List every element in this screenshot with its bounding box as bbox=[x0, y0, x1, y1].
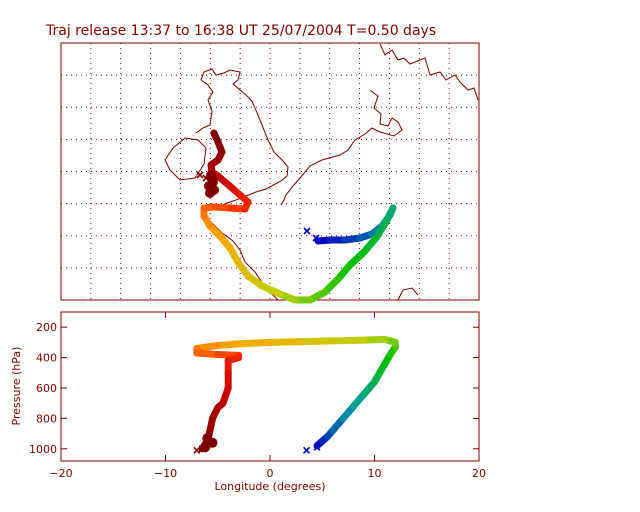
map-end-cluster bbox=[205, 188, 215, 198]
pressure-start-marker bbox=[303, 446, 311, 454]
pressure-ticks: −20 −10 0 10 20 200 400 600 800 1000 bbox=[29, 312, 486, 480]
map-end-marker bbox=[196, 171, 204, 179]
pressure-segment bbox=[297, 337, 337, 346]
x-axis-label: Longitude (degrees) bbox=[214, 480, 325, 493]
x-tick-label: 20 bbox=[472, 467, 486, 480]
coast-south bbox=[397, 287, 419, 301]
coast-denmark bbox=[364, 89, 403, 137]
coast-europe bbox=[280, 133, 366, 206]
pressure-end-marker bbox=[198, 445, 206, 453]
pressure-segment bbox=[235, 338, 274, 348]
map-start-marker bbox=[303, 227, 311, 235]
y-tick-label: 400 bbox=[36, 352, 57, 365]
coast-north bbox=[379, 43, 479, 101]
y-tick-label: 200 bbox=[36, 321, 57, 334]
y-tick-label: 800 bbox=[36, 412, 57, 425]
pressure-end-cluster bbox=[207, 437, 218, 448]
coast-gb bbox=[195, 68, 289, 209]
x-tick-label: 0 bbox=[267, 467, 274, 480]
pressure-segment bbox=[266, 338, 305, 346]
x-tick-label: −20 bbox=[49, 467, 72, 480]
map-grid bbox=[61, 43, 479, 300]
y-tick-label: 1000 bbox=[29, 443, 57, 456]
map-title: Traj release 13:37 to 16:38 UT 25/07/200… bbox=[45, 23, 436, 39]
coast-ireland bbox=[164, 137, 207, 181]
pressure-trajectory bbox=[193, 335, 399, 454]
map-end-marker bbox=[202, 174, 210, 182]
pressure-frame bbox=[60, 311, 480, 462]
map-traj-segment bbox=[210, 129, 222, 146]
pressure-end-marker bbox=[193, 446, 201, 454]
x-tick-label: −10 bbox=[154, 467, 177, 480]
pressure-start-marker bbox=[313, 443, 321, 451]
pressure-end-cluster bbox=[200, 442, 211, 453]
map-trajectories bbox=[196, 129, 397, 304]
y-tick-label: 600 bbox=[36, 382, 57, 395]
pressure-segment bbox=[329, 336, 368, 345]
map-start-marker bbox=[312, 234, 320, 242]
y-axis-label: Pressure (hPa) bbox=[10, 347, 23, 426]
pressure-segment bbox=[193, 341, 222, 352]
x-tick-label: 10 bbox=[368, 467, 382, 480]
